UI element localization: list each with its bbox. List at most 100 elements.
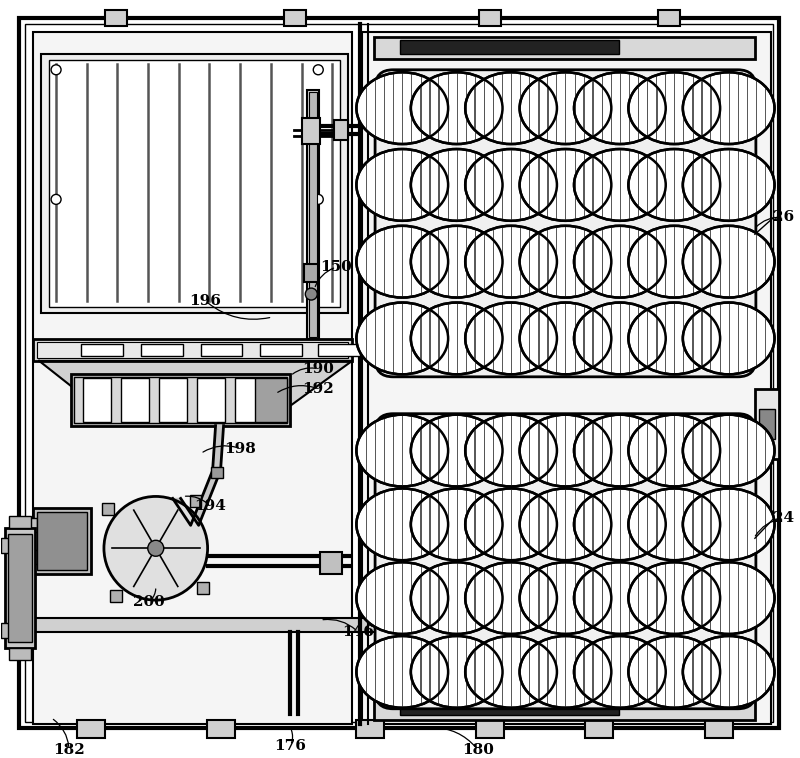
Ellipse shape xyxy=(411,302,502,374)
Ellipse shape xyxy=(357,302,448,374)
FancyBboxPatch shape xyxy=(375,414,756,709)
Polygon shape xyxy=(39,361,352,406)
Bar xyxy=(190,495,202,507)
Bar xyxy=(8,534,32,642)
Ellipse shape xyxy=(629,415,720,487)
Bar xyxy=(102,503,114,515)
Bar xyxy=(304,265,318,282)
Bar xyxy=(158,377,186,421)
Bar xyxy=(29,550,37,564)
Circle shape xyxy=(51,194,61,205)
Ellipse shape xyxy=(357,562,448,634)
Ellipse shape xyxy=(357,488,448,560)
Bar xyxy=(201,344,242,356)
Bar xyxy=(234,377,262,421)
Bar xyxy=(318,344,360,356)
Bar xyxy=(71,374,290,426)
Ellipse shape xyxy=(357,72,448,144)
Ellipse shape xyxy=(574,149,666,221)
Text: 26: 26 xyxy=(774,210,794,224)
Ellipse shape xyxy=(574,302,666,374)
Bar xyxy=(41,54,348,313)
Bar xyxy=(400,701,619,715)
Ellipse shape xyxy=(520,488,611,560)
Ellipse shape xyxy=(520,415,611,487)
Ellipse shape xyxy=(683,636,774,708)
Text: 146: 146 xyxy=(342,625,374,639)
Bar xyxy=(37,342,348,358)
Ellipse shape xyxy=(411,149,502,221)
Ellipse shape xyxy=(357,636,448,708)
Bar xyxy=(759,409,775,439)
Bar xyxy=(37,512,87,570)
Ellipse shape xyxy=(466,302,557,374)
Bar xyxy=(105,10,127,26)
Ellipse shape xyxy=(466,72,557,144)
Bar xyxy=(141,344,182,356)
Bar xyxy=(334,120,348,139)
Ellipse shape xyxy=(411,488,502,560)
Ellipse shape xyxy=(683,149,774,221)
Bar xyxy=(705,720,733,738)
Text: 182: 182 xyxy=(53,743,85,756)
Polygon shape xyxy=(173,426,223,525)
Ellipse shape xyxy=(574,72,666,144)
Bar xyxy=(81,344,123,356)
Circle shape xyxy=(314,64,323,75)
Circle shape xyxy=(148,540,164,556)
Ellipse shape xyxy=(520,72,611,144)
Bar xyxy=(110,590,122,602)
Ellipse shape xyxy=(629,636,720,708)
Ellipse shape xyxy=(520,636,611,708)
Bar xyxy=(49,60,340,307)
Ellipse shape xyxy=(520,149,611,221)
Ellipse shape xyxy=(574,636,666,708)
Ellipse shape xyxy=(683,302,774,374)
Ellipse shape xyxy=(466,415,557,487)
Ellipse shape xyxy=(466,488,557,560)
Circle shape xyxy=(306,288,318,300)
Ellipse shape xyxy=(466,636,557,708)
Bar xyxy=(586,720,614,738)
Bar xyxy=(10,648,31,660)
Circle shape xyxy=(51,64,61,75)
Ellipse shape xyxy=(357,226,448,298)
Bar xyxy=(356,720,384,738)
Ellipse shape xyxy=(520,562,611,634)
Bar xyxy=(302,117,320,143)
Ellipse shape xyxy=(357,149,448,221)
Ellipse shape xyxy=(629,302,720,374)
Bar xyxy=(362,32,771,724)
Text: 200: 200 xyxy=(133,595,165,609)
Circle shape xyxy=(314,194,323,205)
Bar xyxy=(2,623,10,638)
Bar xyxy=(197,377,225,421)
Text: 150: 150 xyxy=(320,260,352,274)
Ellipse shape xyxy=(574,415,666,487)
Bar xyxy=(478,10,501,26)
Circle shape xyxy=(104,496,208,600)
Ellipse shape xyxy=(520,302,611,374)
Bar xyxy=(255,377,287,421)
Ellipse shape xyxy=(520,226,611,298)
Ellipse shape xyxy=(466,149,557,221)
Ellipse shape xyxy=(411,226,502,298)
Ellipse shape xyxy=(683,562,774,634)
Bar xyxy=(400,40,619,54)
Bar xyxy=(2,538,10,553)
Bar xyxy=(77,720,105,738)
Text: 190: 190 xyxy=(302,362,334,376)
Text: 176: 176 xyxy=(274,738,306,753)
Bar xyxy=(658,10,680,26)
Bar xyxy=(83,377,111,421)
Ellipse shape xyxy=(466,226,557,298)
Text: 198: 198 xyxy=(225,442,257,456)
Bar xyxy=(6,528,35,648)
FancyBboxPatch shape xyxy=(375,70,756,377)
Bar xyxy=(284,10,306,26)
Ellipse shape xyxy=(574,226,666,298)
Ellipse shape xyxy=(411,636,502,708)
Bar xyxy=(74,377,287,423)
Bar xyxy=(755,389,779,459)
Ellipse shape xyxy=(629,149,720,221)
